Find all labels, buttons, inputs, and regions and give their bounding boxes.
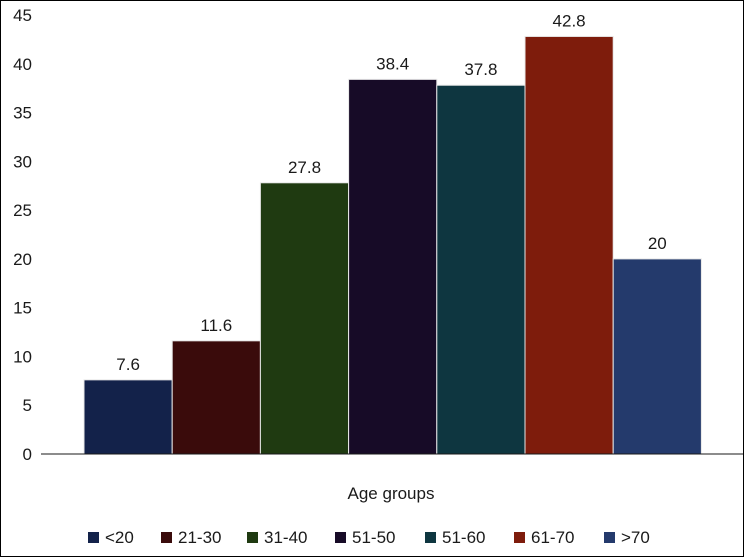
y-tick-label: 5 [23, 396, 32, 415]
legend: <20 21-30 31-40 51-50 51-60 61-70 >70 [88, 528, 650, 547]
data-label: 7.6 [116, 355, 140, 374]
legend-swatch [161, 532, 172, 543]
legend-label: 51-50 [352, 528, 395, 547]
data-label: 11.6 [200, 316, 232, 335]
legend-label: <20 [105, 528, 134, 547]
bar [524, 35, 614, 455]
bar [348, 78, 438, 455]
y-tick-label: 15 [13, 299, 32, 318]
data-label: 42.8 [553, 11, 586, 30]
legend-label: 31-40 [264, 528, 307, 547]
legend-swatch [514, 532, 525, 543]
legend-swatch [425, 532, 436, 543]
x-axis-title: Age groups [348, 484, 435, 503]
y-tick-label: 10 [13, 347, 32, 366]
bar [83, 379, 173, 455]
data-label: 27.8 [288, 158, 321, 177]
legend-label: 21-30 [178, 528, 221, 547]
bar [259, 182, 350, 455]
bar [612, 258, 702, 455]
y-tick-label: 40 [13, 55, 32, 74]
legend-swatch [247, 532, 258, 543]
y-tick-label: 45 [13, 6, 32, 25]
legend-label: 61-70 [531, 528, 574, 547]
legend-swatch [604, 532, 615, 543]
y-tick-label: 35 [13, 104, 32, 123]
y-axis: 0 5 10 15 20 25 30 35 40 45 [13, 6, 32, 464]
y-tick-label: 20 [13, 250, 32, 269]
data-labels: 7.6 11.6 27.8 38.4 37.8 42.8 20 [116, 11, 666, 373]
legend-label: >70 [621, 528, 650, 547]
data-label: 20 [648, 234, 667, 253]
bar [436, 84, 526, 455]
y-tick-label: 25 [13, 201, 32, 220]
y-tick-label: 0 [23, 445, 32, 464]
y-tick-label: 30 [13, 152, 32, 171]
legend-label: 51-60 [442, 528, 485, 547]
legend-swatch [335, 532, 346, 543]
bar [171, 340, 261, 455]
bars [83, 35, 702, 455]
data-label: 38.4 [376, 54, 409, 73]
legend-swatch [88, 532, 99, 543]
data-label: 37.8 [464, 60, 497, 79]
